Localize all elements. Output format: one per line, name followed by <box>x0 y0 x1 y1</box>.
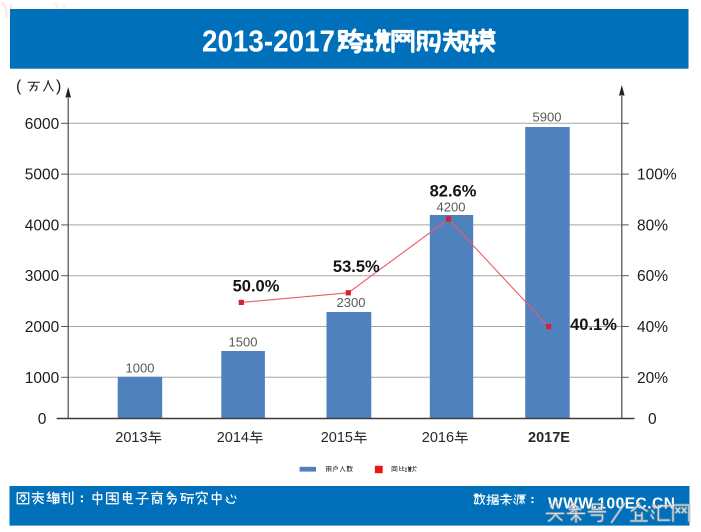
svg-text:4200: 4200 <box>437 200 466 215</box>
svg-text:40.1%: 40.1% <box>570 316 617 334</box>
svg-text:2000: 2000 <box>25 319 60 336</box>
svg-text:1000: 1000 <box>126 361 155 376</box>
svg-text:5900: 5900 <box>533 110 562 125</box>
svg-text:20%: 20% <box>637 370 668 387</box>
svg-text:60%: 60% <box>637 268 668 285</box>
svg-text:6000: 6000 <box>25 116 60 133</box>
svg-text:2013: 2013 <box>115 430 147 446</box>
svg-text:2014: 2014 <box>217 430 249 446</box>
svg-text:2013-2017: 2013-2017 <box>202 24 335 59</box>
svg-text:2016: 2016 <box>422 430 454 446</box>
svg-text:50.0%: 50.0% <box>233 277 280 295</box>
svg-text:4000: 4000 <box>25 217 60 234</box>
svg-text:1500: 1500 <box>229 335 258 350</box>
svg-text:5000: 5000 <box>25 167 60 184</box>
svg-text:0: 0 <box>38 411 47 428</box>
svg-text:53.5%: 53.5% <box>333 258 380 276</box>
svg-text:(: ( <box>16 78 22 95</box>
svg-text:1000: 1000 <box>25 370 60 387</box>
svg-text:0: 0 <box>648 411 657 428</box>
svg-text:82.6%: 82.6% <box>430 182 477 200</box>
svg-text:2300: 2300 <box>337 295 366 310</box>
svg-text:WWW.100EC.CN: WWW.100EC.CN <box>548 496 675 513</box>
svg-text:40%: 40% <box>637 319 668 336</box>
svg-text:): ) <box>56 78 61 95</box>
svg-text:80%: 80% <box>637 217 668 234</box>
svg-text:100%: 100% <box>637 167 677 184</box>
svg-text:2017E: 2017E <box>528 430 570 446</box>
svg-text:3000: 3000 <box>25 268 60 285</box>
svg-text:2015: 2015 <box>321 430 353 446</box>
